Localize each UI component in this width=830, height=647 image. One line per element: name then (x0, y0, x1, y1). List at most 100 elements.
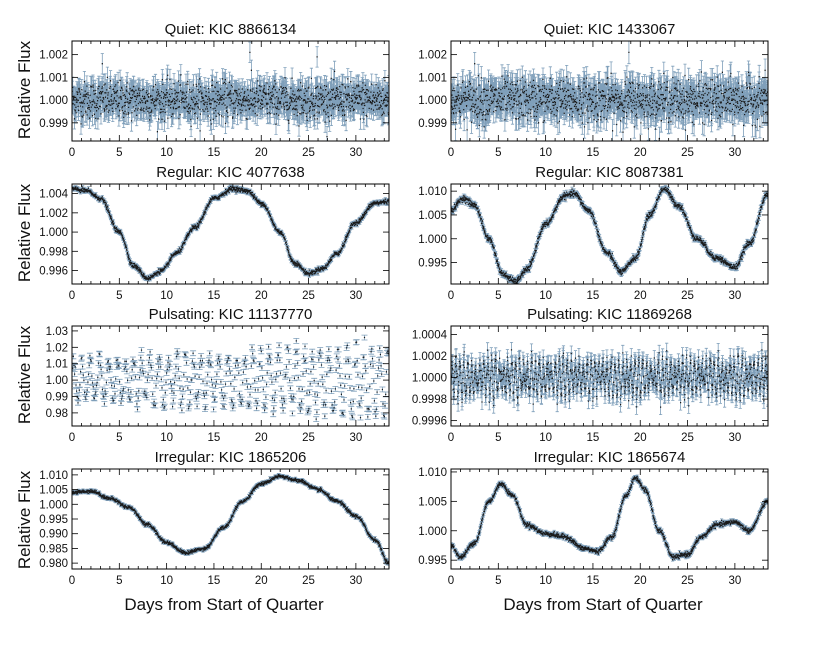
error-bars (451, 342, 768, 415)
x-tick-label: 30 (728, 290, 741, 302)
y-tick-label: 0.9996 (412, 416, 447, 428)
x-tick-label: 10 (539, 432, 552, 444)
panel-5: Pulsating: KIC 11137770 0 5 10 15 20 25 30 0.98 0… (46, 306, 390, 444)
x-tick-label: 0 (69, 290, 75, 302)
x-tick-label: 5 (495, 432, 501, 444)
x-tick-label: 25 (681, 575, 694, 587)
x-tick-label: 15 (208, 147, 221, 159)
y-tick-label: 1.0004 (412, 330, 448, 342)
x-tick-label: 30 (349, 575, 362, 587)
x-tick-label: 10 (160, 575, 173, 587)
x-tick-label: 15 (208, 290, 221, 302)
panel-title: Regular: KIC 8087381 (535, 164, 683, 181)
y-tick-label: 1.0000 (412, 373, 447, 385)
y-tick-label: 1.010 (39, 470, 68, 482)
panel-8: Irregular: KIC 1865674 0 5 10 15 20 25 30 0.995 1… (418, 449, 769, 587)
y-tick-label: 1.002 (39, 50, 68, 62)
y-tick-label: 1.004 (39, 189, 68, 201)
x-tick-label: 30 (349, 290, 362, 302)
x-tick-label: 10 (160, 290, 173, 302)
data-points (72, 185, 389, 281)
x-tick-label: 10 (539, 575, 552, 587)
y-tick-label: 0.999 (39, 118, 68, 130)
panel-title: Pulsating: KIC 11137770 (149, 306, 313, 323)
series-kic-1865206 (72, 473, 389, 566)
x-tick-label: 15 (208, 432, 221, 444)
panel-6: Pulsating: KIC 11869268 0 5 10 15 20 25 30 0.999… (412, 306, 769, 444)
data-points (451, 186, 768, 284)
x-tick-label: 15 (587, 575, 600, 587)
y-tick-label: 1.001 (39, 72, 68, 84)
x-tick-label: 25 (302, 147, 315, 159)
x-tick-label: 10 (160, 432, 173, 444)
panel-7: Irregular: KIC 1865206 0 5 10 15 20 25 30 0.980 0… (39, 449, 390, 587)
panel-title: Irregular: KIC 1865206 (155, 449, 307, 466)
error-bars (451, 41, 768, 141)
panel-title: Pulsating: KIC 11869268 (527, 306, 692, 323)
y-tick-label: 1.005 (39, 485, 68, 497)
y-tick-label: 1.000 (39, 227, 68, 239)
x-tick-label: 15 (208, 575, 221, 587)
x-tick-label: 30 (349, 432, 362, 444)
y-tick-label: 0.995 (418, 258, 447, 270)
y-tick-label: 1.000 (418, 234, 447, 246)
series-kic-11137770 (72, 334, 389, 422)
x-tick-label: 5 (495, 147, 501, 159)
y-tick-label: 0.980 (39, 558, 68, 570)
x-tick-label: 0 (448, 147, 454, 159)
x-tick-label: 20 (634, 290, 647, 302)
series-kic-8866134 (72, 41, 389, 141)
error-bars (72, 334, 389, 422)
x-tick-label: 25 (302, 432, 315, 444)
x-tick-label: 20 (634, 575, 647, 587)
x-tick-label: 25 (681, 290, 694, 302)
x-tick-label: 25 (681, 432, 694, 444)
series-kic-8087381 (451, 185, 768, 284)
y-tick-label: 1.01 (46, 359, 68, 371)
x-axis-label-right: Days from Start of Quarter (503, 595, 703, 614)
x-tick-label: 20 (634, 432, 647, 444)
y-tick-label: 1.02 (46, 342, 68, 354)
plot-frame (450, 468, 769, 570)
y-tick-label: 1.000 (418, 95, 447, 107)
y-tick-label: 0.98 (46, 408, 68, 420)
y-tick-label: 0.995 (418, 555, 447, 567)
x-tick-label: 30 (349, 147, 362, 159)
y-tick-label: 0.998 (39, 246, 68, 258)
y-tick-label: 0.99 (46, 391, 68, 403)
data-points (72, 336, 389, 420)
plot-frame (450, 325, 769, 427)
y-tick-label: 1.010 (418, 467, 447, 479)
x-tick-label: 5 (116, 290, 122, 302)
y-tick-label: 1.001 (418, 72, 447, 84)
x-axis-label-left: Days from Start of Quarter (124, 595, 324, 614)
y-tick-label: 1.0002 (412, 351, 447, 363)
x-tick-label: 0 (448, 575, 454, 587)
x-tick-label: 15 (587, 290, 600, 302)
y-tick-label: 1.005 (418, 210, 447, 222)
x-tick-label: 25 (302, 575, 315, 587)
plot-frame (71, 325, 390, 427)
panel-title: Quiet: KIC 1433067 (544, 21, 676, 38)
x-tick-label: 10 (539, 290, 552, 302)
x-tick-label: 0 (448, 432, 454, 444)
x-tick-label: 30 (728, 575, 741, 587)
plot-frame (450, 183, 769, 285)
x-tick-label: 5 (495, 575, 501, 587)
y-axis-label-row-2: Relative Flux (15, 183, 34, 282)
x-tick-label: 10 (539, 147, 552, 159)
x-tick-label: 5 (116, 575, 122, 587)
y-tick-label: 1.002 (39, 208, 68, 220)
x-tick-label: 30 (728, 147, 741, 159)
panel-1: Quiet: KIC 8866134 0 5 10 15 20 25 30 0.999 1.000… (39, 21, 390, 159)
x-tick-label: 0 (69, 147, 75, 159)
x-tick-label: 15 (587, 147, 600, 159)
y-tick-label: 1.000 (39, 499, 68, 511)
x-tick-label: 30 (728, 432, 741, 444)
x-tick-label: 0 (448, 290, 454, 302)
y-tick-label: 0.990 (39, 529, 68, 541)
y-tick-label: 0.996 (39, 266, 68, 278)
